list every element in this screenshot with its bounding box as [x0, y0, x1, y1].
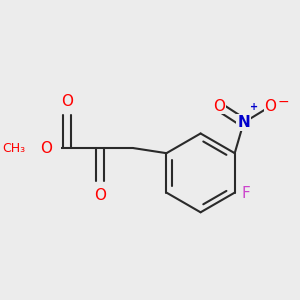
Text: F: F	[241, 186, 250, 201]
Text: O: O	[213, 99, 225, 114]
Text: CH₃: CH₃	[2, 142, 25, 154]
Text: N: N	[237, 115, 250, 130]
Text: O: O	[94, 188, 106, 202]
Text: −: −	[278, 95, 290, 109]
Text: +: +	[250, 103, 258, 112]
Text: O: O	[40, 141, 52, 156]
Text: O: O	[61, 94, 73, 109]
Text: O: O	[264, 99, 276, 114]
